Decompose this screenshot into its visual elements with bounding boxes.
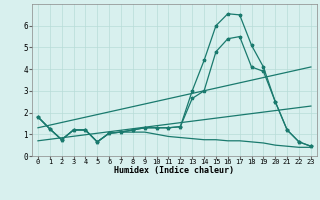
X-axis label: Humidex (Indice chaleur): Humidex (Indice chaleur) (115, 166, 234, 175)
